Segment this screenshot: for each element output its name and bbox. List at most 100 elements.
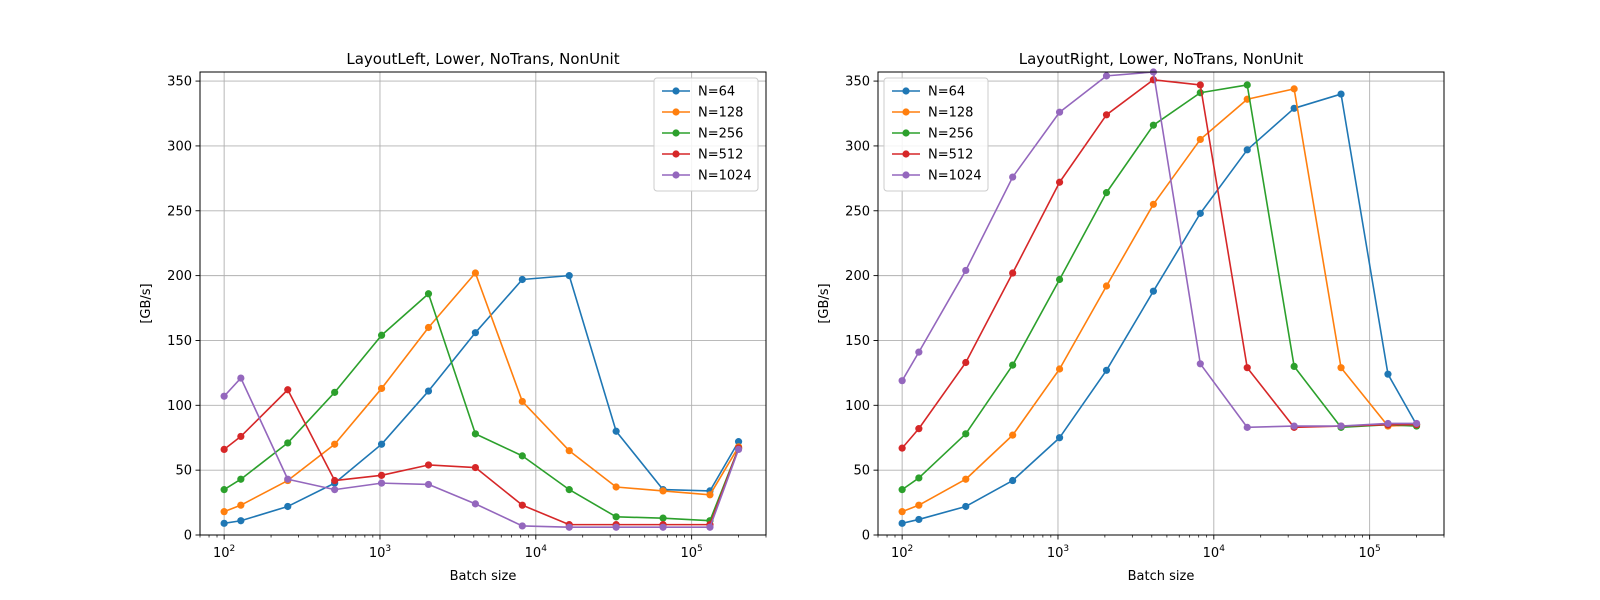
data-point bbox=[1290, 85, 1298, 93]
data-point bbox=[1384, 370, 1392, 378]
legend-item: N=128 bbox=[662, 106, 743, 121]
legend-item: N=128 bbox=[892, 106, 973, 121]
data-point bbox=[220, 508, 228, 516]
y-tick-label: 0 bbox=[862, 529, 870, 544]
y-tick-label: 250 bbox=[167, 204, 192, 219]
data-point bbox=[898, 519, 906, 527]
y-axis-label: [GB/s] bbox=[139, 283, 154, 323]
legend-label: N=128 bbox=[698, 106, 743, 121]
data-point bbox=[898, 486, 906, 494]
data-point bbox=[331, 486, 339, 494]
legend-marker bbox=[672, 108, 680, 116]
legend: N=64 N=128 N=256 N=512 N=1024 bbox=[653, 77, 759, 192]
legend-item: N=512 bbox=[892, 148, 973, 163]
data-point bbox=[1149, 76, 1157, 84]
x-tick-label: 103 bbox=[1047, 544, 1069, 561]
data-point bbox=[331, 440, 339, 448]
data-point bbox=[424, 480, 433, 489]
data-point bbox=[424, 461, 433, 469]
data-point bbox=[377, 384, 386, 393]
data-point bbox=[962, 475, 970, 483]
data-point bbox=[1337, 364, 1345, 372]
data-point bbox=[471, 500, 479, 508]
data-point bbox=[424, 323, 433, 332]
legend-item: N=256 bbox=[892, 127, 973, 142]
series-line bbox=[224, 274, 740, 525]
data-point bbox=[377, 479, 386, 487]
data-point bbox=[1102, 366, 1111, 374]
data-point bbox=[1196, 135, 1204, 144]
data-point bbox=[284, 502, 292, 511]
data-point bbox=[284, 475, 292, 483]
series-line bbox=[223, 377, 740, 529]
legend-marker bbox=[672, 150, 680, 158]
data-point bbox=[565, 272, 573, 280]
data-point bbox=[518, 501, 526, 509]
data-point bbox=[220, 445, 228, 453]
data-point bbox=[220, 392, 228, 400]
data-point bbox=[1055, 434, 1064, 442]
legend-marker bbox=[902, 171, 910, 179]
data-point bbox=[377, 471, 386, 479]
data-point bbox=[424, 387, 433, 395]
legend-label: N=128 bbox=[928, 106, 973, 121]
data-point bbox=[962, 358, 970, 367]
data-point bbox=[915, 501, 923, 509]
legend-label: N=512 bbox=[698, 148, 743, 163]
legend-label: N=256 bbox=[928, 127, 973, 142]
data-point bbox=[1243, 146, 1251, 154]
data-point bbox=[898, 377, 906, 385]
y-tick-label: 100 bbox=[845, 399, 870, 414]
data-point bbox=[237, 432, 245, 441]
data-point bbox=[237, 501, 245, 509]
y-tick-label: 250 bbox=[845, 204, 870, 219]
data-point bbox=[706, 523, 714, 531]
data-point bbox=[424, 290, 433, 298]
data-point bbox=[1149, 121, 1157, 129]
data-point bbox=[1055, 178, 1064, 186]
data-point bbox=[1102, 189, 1111, 197]
y-tick-label: 300 bbox=[845, 139, 870, 154]
data-point bbox=[471, 463, 479, 472]
data-point bbox=[659, 487, 667, 495]
data-point bbox=[220, 519, 228, 527]
chart-title: LayoutRight, Lower, NoTrans, NonUnit bbox=[1019, 50, 1304, 68]
chart-1: 102 103 104 105 0 50 100 150 200 250 300 350 LayoutL… bbox=[139, 50, 767, 584]
data-point bbox=[1055, 365, 1064, 373]
y-tick-label: 350 bbox=[845, 75, 870, 90]
axes-frame bbox=[199, 71, 767, 536]
data-point bbox=[1290, 362, 1298, 370]
data-point bbox=[659, 514, 667, 522]
data-point bbox=[331, 476, 339, 485]
data-point bbox=[565, 447, 573, 455]
data-point bbox=[237, 475, 245, 483]
data-point bbox=[1384, 419, 1392, 428]
data-point bbox=[471, 329, 479, 337]
x-axis-label: Batch size bbox=[1128, 569, 1195, 584]
data-point bbox=[518, 522, 526, 530]
data-point bbox=[1243, 81, 1251, 89]
data-point bbox=[1009, 476, 1017, 485]
legend-item: N=64 bbox=[892, 85, 965, 100]
data-point bbox=[1337, 422, 1345, 430]
data-point bbox=[1009, 173, 1017, 181]
y-tick-label: 350 bbox=[167, 75, 192, 90]
legend-box bbox=[883, 77, 989, 192]
legend-marker bbox=[672, 171, 680, 179]
y-axis-label: [GB/s] bbox=[817, 283, 832, 323]
legend-item: N=1024 bbox=[662, 169, 752, 184]
data-point bbox=[1196, 360, 1204, 368]
legend-label: N=512 bbox=[928, 148, 973, 163]
y-tick-label: 100 bbox=[167, 399, 192, 414]
series-N=1024 bbox=[220, 374, 743, 531]
data-point bbox=[915, 474, 923, 482]
y-tick-label: 50 bbox=[175, 464, 192, 479]
data-point bbox=[1102, 282, 1111, 290]
data-point bbox=[220, 486, 228, 494]
data-point bbox=[1243, 423, 1251, 431]
y-tick-label: 150 bbox=[845, 334, 870, 349]
series-N=128 bbox=[220, 269, 743, 516]
legend-marker bbox=[902, 108, 910, 116]
data-point bbox=[1055, 108, 1064, 116]
chart-2: 102 103 104 105 0 50 100 150 200 250 300 350 LayoutR… bbox=[817, 50, 1445, 584]
